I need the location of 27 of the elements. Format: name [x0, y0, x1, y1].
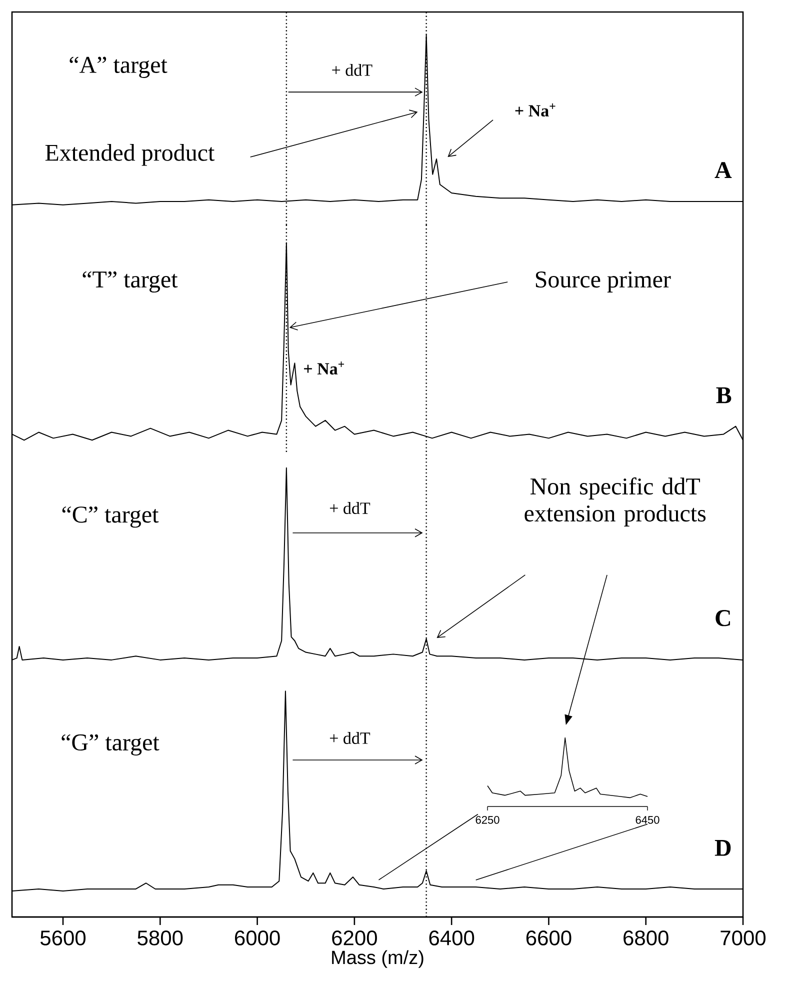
x-tick-label: 7000: [720, 930, 766, 946]
x-tick-label: 6250: [476, 816, 500, 824]
annotation: + ddT: [330, 502, 370, 514]
annotation: “C” target: [62, 506, 159, 528]
annotation: “T” target: [82, 271, 178, 293]
annotation: C: [716, 610, 730, 626]
annotation: Non specific ddT extension products: [524, 477, 706, 526]
x-axis-title: Mass (m/z): [332, 950, 424, 968]
x-tick-label: 5600: [40, 930, 86, 946]
x-tick-label: 6450: [636, 816, 660, 824]
annotation: A: [714, 162, 732, 178]
annotation: B: [716, 387, 732, 404]
annotation: D: [714, 840, 731, 856]
annotation: + Na$^{+}$: [304, 361, 344, 375]
annotation: Source primer: [536, 271, 671, 292]
x-tick-label: 6200: [332, 930, 377, 946]
annotation: Extended product: [45, 144, 215, 166]
x-tick-label: 6400: [429, 930, 474, 946]
x-tick-label: 5800: [138, 930, 183, 946]
annotation: “A” target: [70, 56, 168, 78]
x-tick-label: 6800: [624, 930, 668, 946]
annotation: + ddT: [332, 64, 372, 76]
annotation: + ddT: [330, 732, 370, 744]
x-tick-label: 6600: [526, 930, 572, 946]
x-tick-label: 6000: [234, 930, 280, 946]
annotation: + Na$^{+}$: [515, 103, 556, 117]
annotation: “G” target: [62, 734, 160, 756]
